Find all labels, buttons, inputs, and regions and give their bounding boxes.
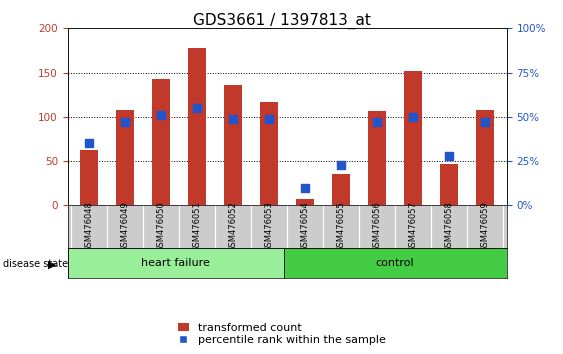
Point [337, 162, 346, 167]
Text: disease state: disease state [3, 259, 68, 269]
Bar [440, 164, 458, 205]
Bar [368, 110, 386, 205]
Bar [80, 150, 98, 205]
Point [120, 119, 129, 125]
Text: GSM476051: GSM476051 [193, 201, 202, 252]
Text: ▶: ▶ [48, 260, 56, 270]
Point [229, 116, 238, 121]
Bar [332, 175, 350, 205]
Text: GSM476048: GSM476048 [84, 201, 93, 252]
Bar [116, 110, 134, 205]
Bar [260, 102, 278, 205]
Text: GSM476050: GSM476050 [157, 201, 166, 252]
Point [157, 112, 166, 118]
Text: GSM476057: GSM476057 [409, 201, 418, 252]
Legend: transformed count, percentile rank within the sample: transformed count, percentile rank withi… [174, 319, 389, 348]
Text: control: control [376, 258, 414, 268]
Bar [476, 110, 494, 205]
Point [373, 119, 382, 125]
Bar [404, 71, 422, 205]
Text: GSM476056: GSM476056 [373, 201, 382, 252]
Text: GSM476049: GSM476049 [120, 201, 129, 252]
Point [84, 141, 93, 146]
Point [409, 114, 418, 120]
FancyBboxPatch shape [284, 248, 507, 278]
Bar [224, 85, 242, 205]
Bar [296, 199, 314, 205]
Text: GSM476055: GSM476055 [337, 201, 346, 252]
Bar [188, 48, 206, 205]
Point [265, 116, 274, 121]
Text: GSM476059: GSM476059 [481, 201, 490, 252]
Point [301, 185, 310, 190]
Text: heart failure: heart failure [141, 258, 210, 268]
FancyBboxPatch shape [68, 248, 284, 278]
Text: GSM476058: GSM476058 [445, 201, 454, 252]
Point [445, 153, 454, 159]
Text: GDS3661 / 1397813_at: GDS3661 / 1397813_at [193, 12, 370, 29]
Point [481, 119, 490, 125]
Bar [152, 79, 170, 205]
Text: GSM476052: GSM476052 [229, 201, 238, 252]
Text: GSM476054: GSM476054 [301, 201, 310, 252]
Text: GSM476053: GSM476053 [265, 201, 274, 252]
Point [193, 105, 202, 111]
